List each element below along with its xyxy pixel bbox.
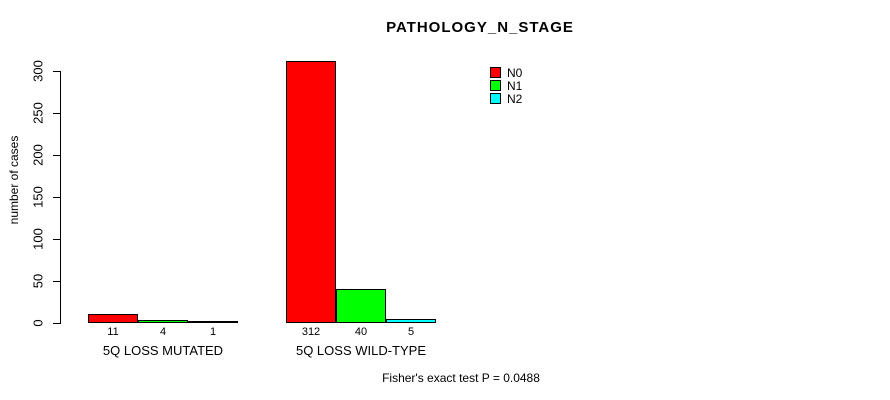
chart-title: PATHOLOGY_N_STAGE bbox=[386, 19, 574, 36]
bar-N0-0 bbox=[88, 314, 138, 323]
annotation-text: Fisher's exact test P = 0.0488 bbox=[382, 371, 540, 385]
bar-value-label: 5 bbox=[407, 326, 415, 338]
y-tick-label: 0 bbox=[30, 319, 46, 327]
bar-N0-1 bbox=[286, 61, 336, 323]
y-tick-label: 150 bbox=[30, 186, 46, 208]
legend-label-N2: N2 bbox=[507, 92, 523, 106]
bar-N1-1 bbox=[336, 289, 386, 323]
legend-swatch-N1 bbox=[490, 80, 501, 91]
legend-label-N1: N1 bbox=[507, 79, 523, 93]
y-tick bbox=[53, 323, 60, 324]
bar-N2-0 bbox=[188, 321, 238, 323]
bar-value-label: 4 bbox=[159, 326, 167, 338]
legend-label-N0: N0 bbox=[507, 66, 523, 80]
y-tick bbox=[53, 155, 60, 156]
y-tick bbox=[53, 113, 60, 114]
y-axis-title: number of cases bbox=[7, 135, 21, 225]
bar-N2-1 bbox=[386, 319, 436, 323]
y-tick bbox=[53, 239, 60, 240]
y-tick-label: 250 bbox=[30, 102, 46, 124]
bar-value-label: 312 bbox=[301, 326, 321, 338]
legend-swatch-N0 bbox=[490, 67, 501, 78]
y-tick-label: 50 bbox=[30, 273, 46, 289]
x-group-label: 5Q LOSS WILD-TYPE bbox=[295, 343, 427, 358]
y-tick bbox=[53, 197, 60, 198]
bar-value-label: 11 bbox=[107, 326, 119, 338]
y-tick-label: 300 bbox=[30, 60, 46, 82]
bar-value-label: 1 bbox=[209, 326, 217, 338]
y-tick bbox=[53, 71, 60, 72]
y-tick-label: 200 bbox=[30, 144, 46, 166]
x-group-label: 5Q LOSS MUTATED bbox=[102, 343, 224, 358]
y-tick-label: 100 bbox=[30, 228, 46, 250]
bar-value-label: 40 bbox=[354, 326, 368, 338]
legend-swatch-N2 bbox=[490, 93, 501, 104]
y-tick bbox=[53, 281, 60, 282]
bar-N1-0 bbox=[138, 320, 188, 323]
y-axis-line bbox=[60, 71, 61, 324]
